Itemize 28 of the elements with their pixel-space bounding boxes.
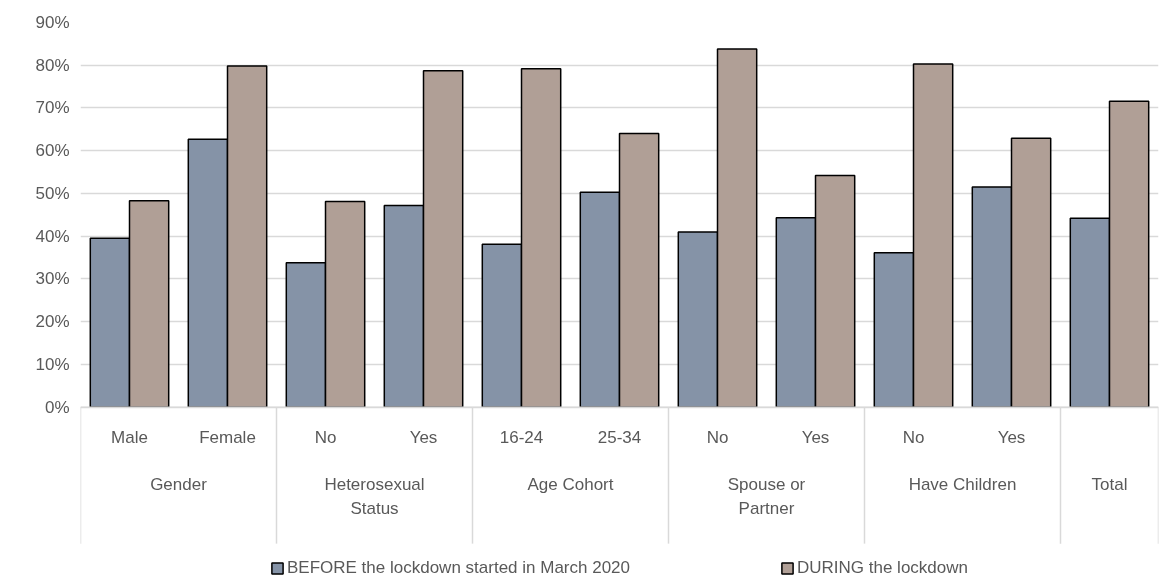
category-label: Spouse or Partner bbox=[727, 474, 806, 518]
y-tick-label: 90% bbox=[35, 13, 70, 32]
y-tick-label: 70% bbox=[35, 98, 70, 118]
y-tick-label: 0% bbox=[44, 397, 70, 417]
y-tick-label: 60% bbox=[35, 141, 70, 161]
y-tick-label: 30% bbox=[35, 269, 70, 289]
category-label: Yes bbox=[801, 427, 830, 447]
legend-label: DURING the lockdown bbox=[796, 558, 969, 578]
y-tick-label: 50% bbox=[35, 183, 70, 203]
category-label: Male bbox=[111, 427, 148, 447]
category-label: Total bbox=[1091, 474, 1128, 494]
category-label: Gender bbox=[150, 474, 207, 494]
category-label: No bbox=[706, 427, 729, 447]
category-label: No bbox=[902, 427, 925, 447]
category-label: 25-34 bbox=[597, 428, 642, 448]
legend-label: BEFORE the lockdown started in March 2020 bbox=[286, 558, 630, 578]
y-tick-label: 20% bbox=[35, 312, 70, 332]
category-label: Yes bbox=[409, 427, 438, 447]
category-label: Female bbox=[199, 427, 256, 447]
category-label: Have Children bbox=[908, 474, 1017, 494]
y-tick-label: 40% bbox=[35, 226, 70, 246]
category-label: Heterosexual Status bbox=[324, 474, 425, 518]
y-tick-label: 10% bbox=[35, 354, 70, 374]
category-label: Yes bbox=[997, 427, 1026, 447]
category-label: Age Cohort bbox=[527, 474, 614, 494]
category-label: 16-24 bbox=[499, 428, 544, 448]
category-label: No bbox=[314, 427, 337, 447]
y-tick-label: 80% bbox=[35, 55, 70, 75]
